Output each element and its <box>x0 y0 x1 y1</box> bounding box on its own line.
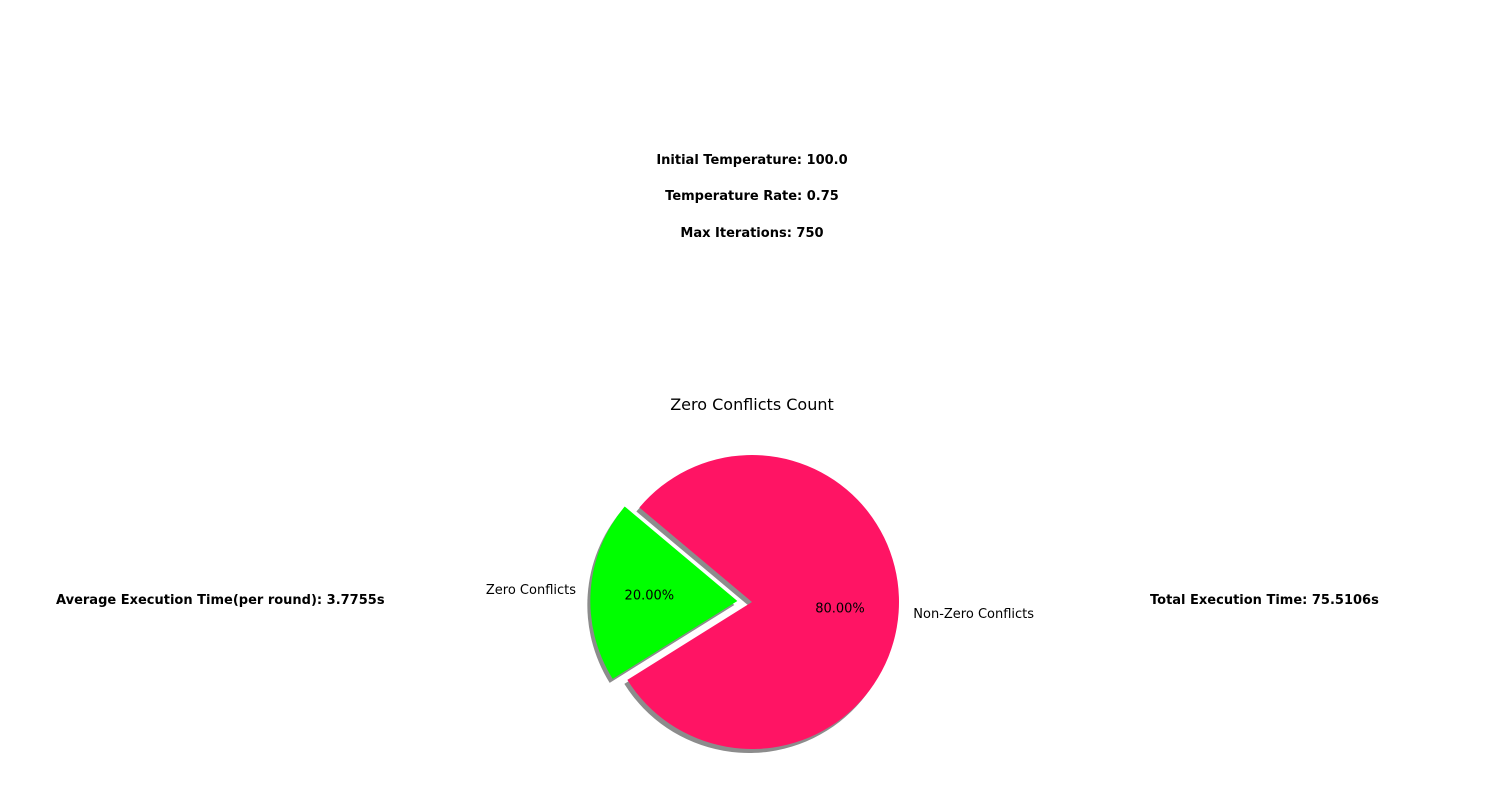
temperature-rate-text: Temperature Rate: 0.75 <box>665 189 839 204</box>
pie-labels: 20.00% Zero Conflicts 80.00% Non-Zero Confl… <box>486 583 1034 622</box>
average-execution-time-text: Average Execution Time(per round): 3.775… <box>56 593 385 608</box>
percent-label-zero-conflicts: 20.00% <box>625 588 675 603</box>
pie-slices <box>590 455 900 749</box>
max-iterations-text: Max Iterations: 750 <box>680 226 824 241</box>
category-label-zero-conflicts: Zero Conflicts <box>486 583 576 598</box>
chart-title: Zero Conflicts Count <box>670 395 834 414</box>
category-label-non-zero-conflicts: Non-Zero Conflicts <box>913 607 1034 622</box>
pie-slice-zero-conflicts <box>590 506 738 679</box>
total-execution-time-text: Total Execution Time: 75.5106s <box>1150 593 1379 608</box>
percent-label-non-zero-conflicts: 80.00% <box>815 602 865 617</box>
pie-slice-non-zero-conflicts <box>627 455 900 749</box>
initial-temperature-text: Initial Temperature: 100.0 <box>656 153 848 168</box>
